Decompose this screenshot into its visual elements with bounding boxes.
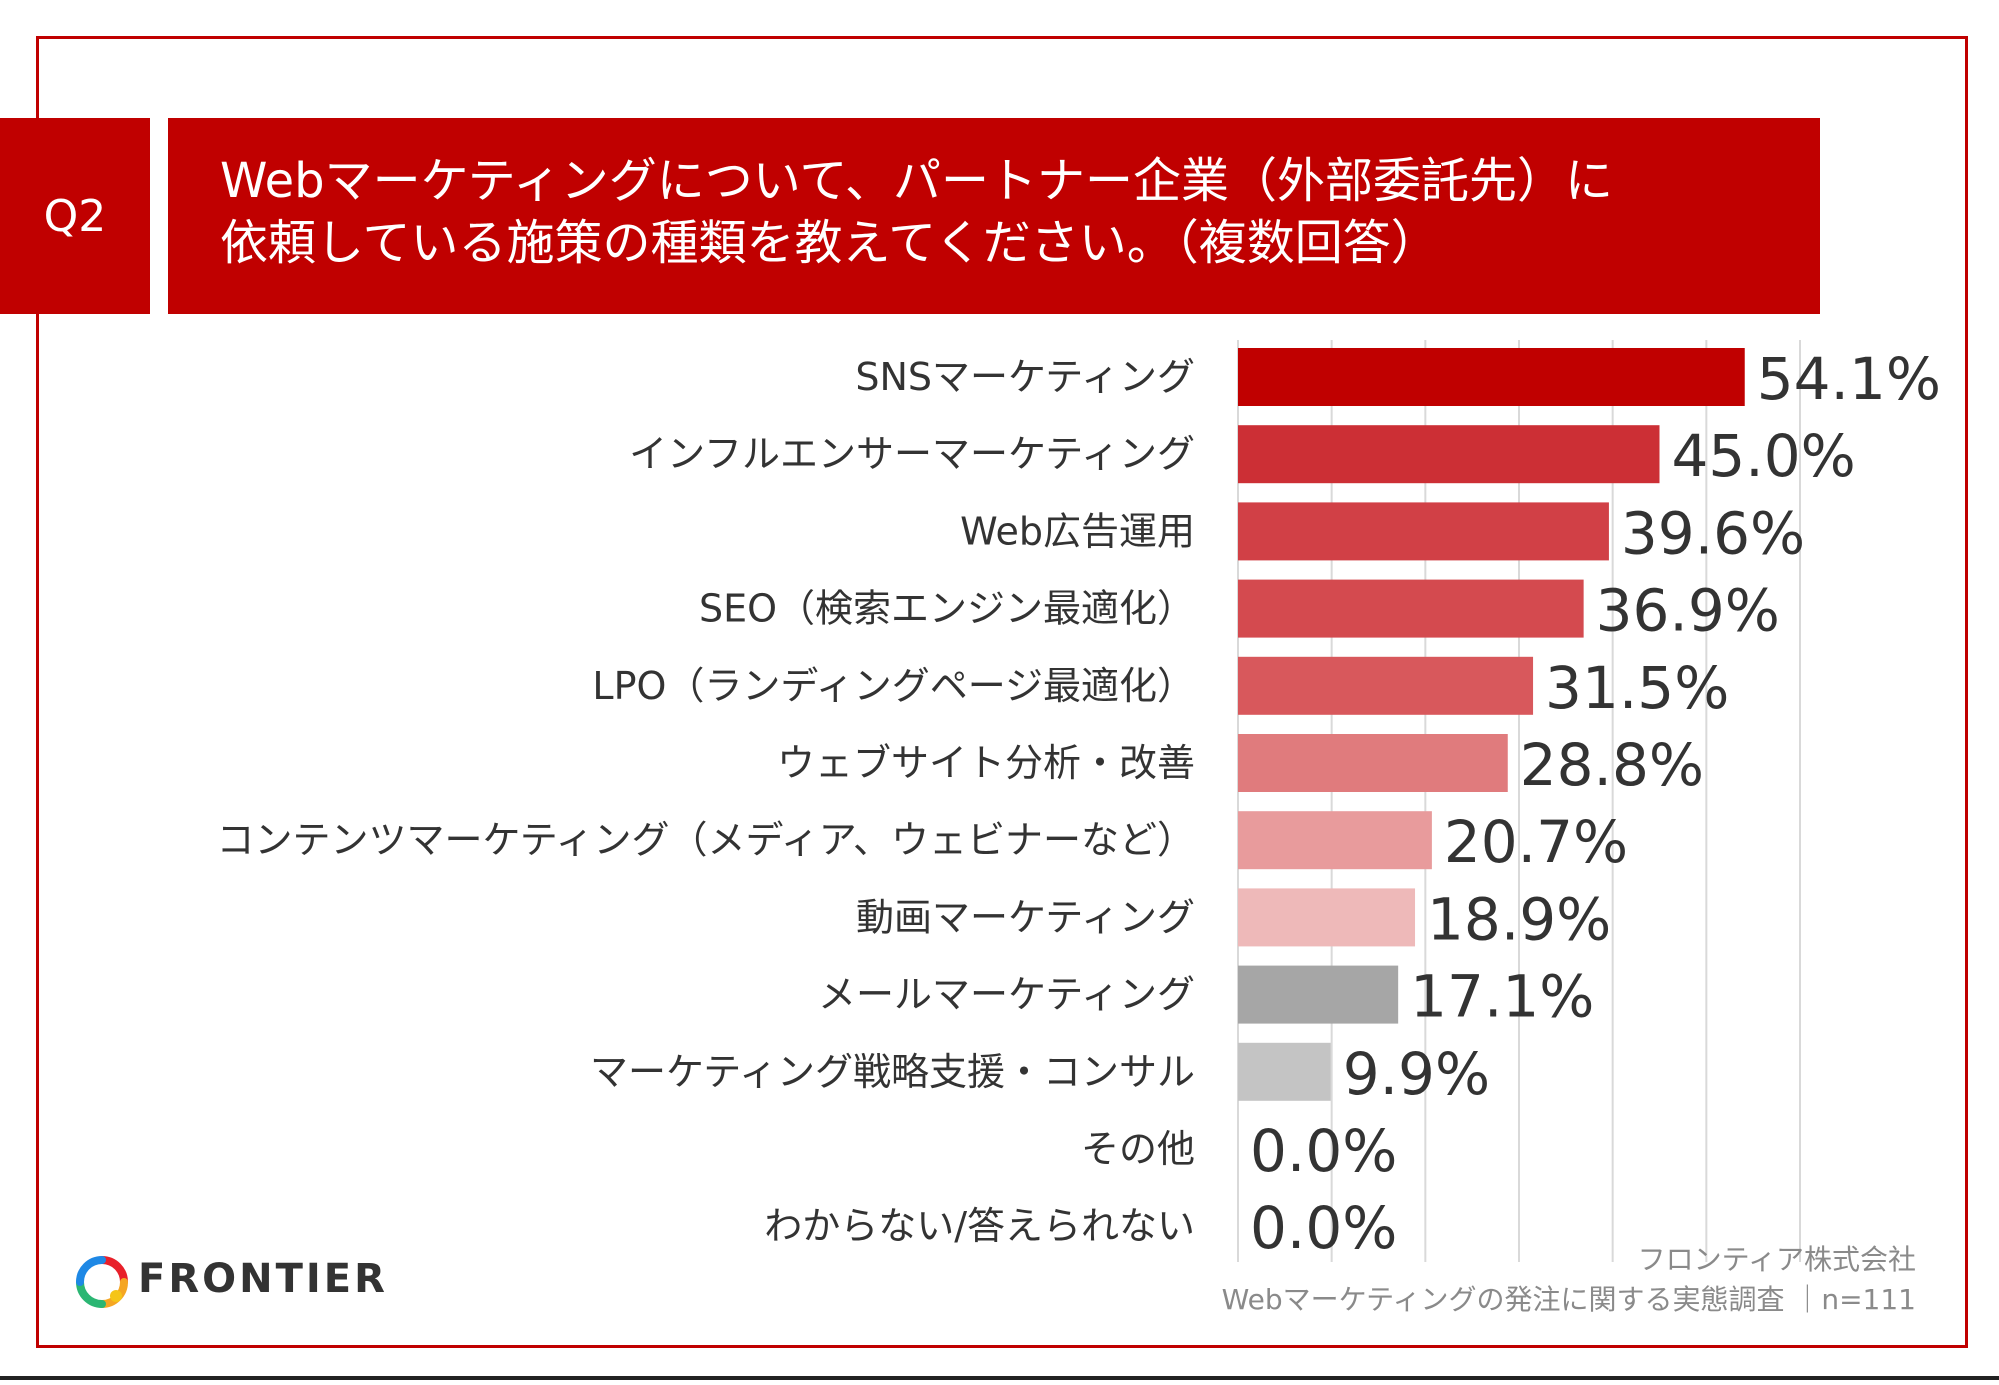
category-label-8: 動画マーケティング [856,895,1195,939]
category-label-3: Web広告運用 [960,509,1195,553]
value-label-3: 39.6% [1621,499,1805,567]
question-number: Q2 [0,118,150,314]
grid-lines [1237,340,1801,1262]
frontier-logo-icon [76,1256,128,1308]
bar-7 [1238,811,1432,870]
logo-text: FRONTIER [138,1256,388,1302]
question-title-line-1: Webマーケティングについて、パートナー企業（外部委託先）に [220,153,1613,209]
value-label-9: 17.1% [1410,963,1594,1031]
bar-8 [1238,888,1416,947]
question-title-line-2: 依頼している施策の種類を教えてください。（複数回答） [220,215,1439,271]
category-label-11: その他 [1081,1127,1195,1171]
category-label-12: わからない/答えられない [764,1204,1195,1248]
value-label-11: 0.0% [1250,1117,1397,1185]
value-label-8: 18.9% [1427,885,1611,953]
bars [1238,348,1745,1101]
category-label-1: SNSマーケティング [855,355,1195,399]
bar-5 [1238,656,1534,715]
category-label-6: ウェブサイト分析・改善 [777,741,1195,785]
survey-credit: フロンティア株式会社 Webマーケティングの発注に関する実態調査 ｜n=111 [1222,1240,1916,1320]
category-label-10: マーケティング戦略支援・コンサル [590,1050,1195,1094]
credit-company: フロンティア株式会社 [1637,1243,1916,1276]
value-label-1: 54.1% [1757,345,1941,413]
category-label-9: メールマーケティング [818,973,1195,1017]
value-label-10: 9.9% [1343,1040,1490,1108]
category-label-2: インフルエンサーマーケティング [629,432,1195,476]
bar-2 [1238,425,1660,484]
value-label-12: 0.0% [1250,1194,1397,1262]
credit-survey: Webマーケティングの発注に関する実態調査 ｜n=111 [1221,1283,1916,1316]
bar-3 [1238,502,1609,561]
value-label-4: 36.9% [1596,577,1780,645]
value-labels: 54.1% 45.0% 39.6% 36.9% 31.5% 28.8% 20.7% 18.9%… [1250,345,1941,1262]
bottom-divider [0,1376,1999,1380]
bar-9 [1238,965,1399,1024]
bar-10 [1238,1042,1331,1101]
category-label-4: SEO（検索エンジン最適化） [699,587,1195,631]
value-label-7: 20.7% [1444,808,1628,876]
category-label-5: LPO（ランディングページ最適化） [592,664,1195,708]
outer-frame [36,36,1968,1348]
question-title: Webマーケティングについて、パートナー企業（外部委託先）に 依頼している施策の… [168,118,1820,314]
value-label-6: 28.8% [1520,731,1704,799]
bar-1 [1238,348,1745,406]
value-label-2: 45.0% [1672,422,1856,490]
bar-6 [1238,734,1508,792]
bar-4 [1238,579,1584,638]
value-label-5: 31.5% [1545,654,1729,722]
category-label-7: コンテンツマーケティング（メディア、ウェビナーなど） [216,818,1195,862]
frontier-logo: FRONTIER [72,1252,402,1312]
